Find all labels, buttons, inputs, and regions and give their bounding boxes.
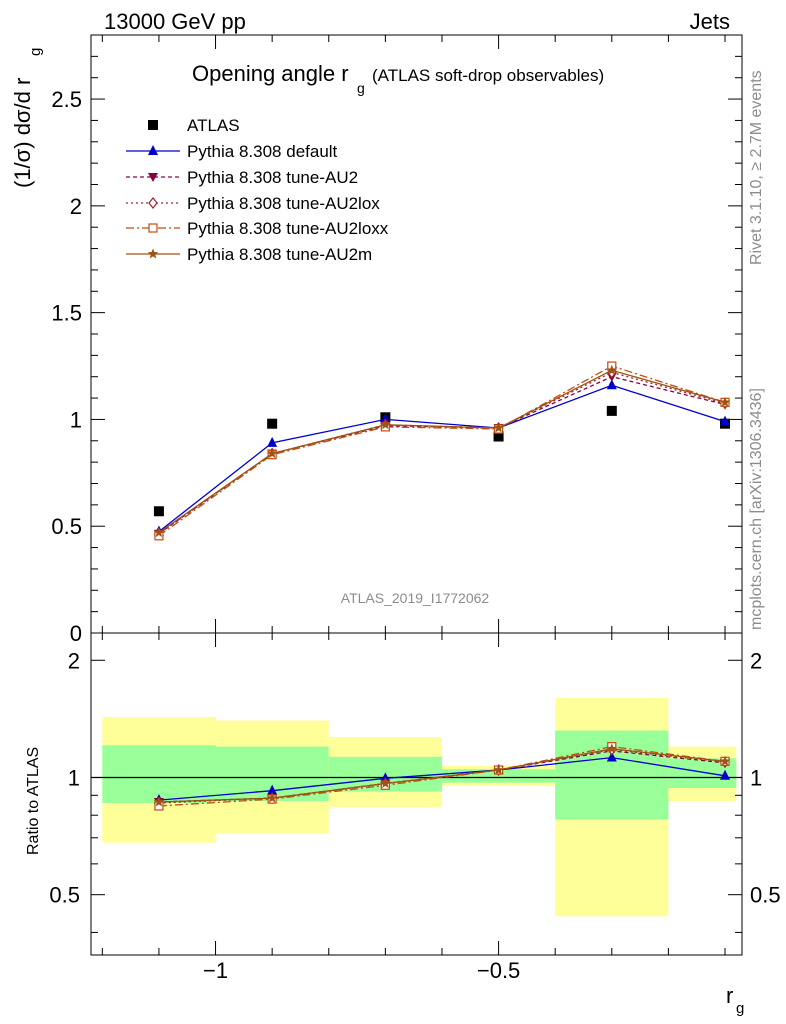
plot-title-note: (ATLAS soft-drop observables): [372, 66, 604, 85]
x-axis-label-sub: g: [736, 1000, 744, 1017]
data-point: [266, 448, 278, 459]
ratio-y-tick-label-right: 1: [750, 765, 762, 790]
main-ylabel-text: (1/σ) dσ/d r: [10, 78, 35, 188]
x-tick-label: −1: [203, 958, 228, 983]
data-point: [493, 431, 504, 442]
main-plot: 0.5 1 1.5 2 2.5 0: [51, 34, 743, 646]
main-y-tick-label: 1: [70, 407, 82, 432]
x-axis-label: r: [726, 983, 733, 1008]
x-tick-label: −0.5: [477, 958, 520, 983]
series-line: [158, 376, 726, 535]
rivet-version-label: Rivet 3.1.10, ≥ 2.7M events: [748, 70, 765, 265]
main-y-tick-label: 2.5: [51, 87, 82, 112]
series-atlas: [153, 405, 731, 517]
legend-label: Pythia 8.308 tune-AU2loxx: [187, 219, 389, 238]
legend-entry: ATLAS: [148, 116, 240, 135]
plot-title: Opening angle r g (ATLAS soft-drop obser…: [192, 61, 604, 96]
main-y-tick-label: 2: [70, 194, 82, 219]
legend-label: Pythia 8.308 tune-AU2lox: [187, 194, 380, 213]
legend-marker: [148, 197, 158, 209]
data-point: [493, 422, 504, 433]
legend-label: Pythia 8.308 tune-AU2: [187, 168, 358, 187]
legend-marker: [148, 173, 158, 182]
main-y-tick-label: 0.5: [51, 514, 82, 539]
data-point: [153, 527, 165, 538]
series-line: [158, 384, 726, 533]
ratio-y-tick-label-right: 2: [750, 648, 762, 673]
series-line: [158, 371, 726, 535]
data-point: [606, 405, 617, 416]
legend-marker: [148, 120, 158, 130]
ratio-point: [606, 743, 618, 754]
ratio-point: [719, 755, 731, 766]
jets-header: Jets: [690, 9, 730, 34]
data-point: [380, 419, 391, 430]
data-point: [380, 413, 391, 424]
legend-entry: Pythia 8.308 tune-AU2: [126, 168, 358, 187]
data-point: [267, 436, 278, 447]
data-point: [720, 415, 731, 426]
ratio-y-tick-label: 1: [68, 765, 80, 790]
ratio-point: [606, 751, 617, 762]
data-point: [267, 418, 278, 429]
series-pythia-8-308-tune-au2m: [153, 364, 731, 538]
ratio-y-tick-label: 0.5: [49, 883, 80, 908]
data-point: [719, 396, 731, 407]
ratio-point: [153, 796, 165, 807]
legend-entry: Pythia 8.308 tune-AU2m: [126, 245, 372, 264]
series-pythia-8-308-tune-au2lox: [154, 366, 730, 540]
data-point: [153, 506, 164, 517]
ratio-line: [158, 745, 726, 807]
series-pythia-8-308-default: [153, 379, 731, 536]
ratio-plot: 0.5 0.5 1 1 2 2 −1 −0.5: [49, 632, 781, 983]
ratio-point: [267, 784, 278, 795]
ratio-point: [493, 764, 504, 775]
legend-marker: [148, 223, 158, 233]
legend-entry: Pythia 8.308 tune-AU2loxx: [126, 219, 389, 238]
data-point: [606, 364, 618, 375]
series-line: [158, 369, 726, 534]
ratio-point: [266, 792, 278, 803]
ratio-plot-frame: [90, 632, 743, 956]
collision-header: 13000 GeV pp: [104, 9, 246, 34]
legend-label: Pythia 8.308 tune-AU2m: [187, 245, 372, 264]
ratio-point: [720, 769, 731, 780]
ratio-line: [158, 748, 726, 804]
ratio-point: [380, 778, 391, 788]
ratio-line: [158, 756, 726, 801]
main-ylabel: (1/σ) dσ/d r g: [10, 48, 44, 188]
legend-entry: Pythia 8.308 default: [126, 142, 338, 161]
data-point: [606, 379, 617, 390]
main-ylabel-sub: g: [27, 48, 44, 56]
series-pythia-8-308-tune-au2loxx: [154, 361, 730, 541]
main-y-tick-label: 1.5: [51, 301, 82, 326]
plot-title-sub: g: [357, 80, 365, 96]
ratio-line: [158, 748, 726, 803]
ratio-series-pythia-8-308-tune-au2m: [153, 743, 731, 807]
series-pythia-8-308-tune-au2: [153, 372, 731, 539]
mcplots-label: mcplots.cern.ch [arXiv:1306.3436]: [748, 388, 765, 630]
legend-marker: [148, 145, 158, 155]
legend-label: Pythia 8.308 default: [187, 142, 338, 161]
series-line: [158, 365, 726, 537]
legend-marker: [147, 248, 159, 259]
analysis-id: ATLAS_2019_I1772062: [341, 590, 490, 606]
main-y-tick-label-zero: 0: [70, 621, 82, 646]
legend: ATLAS Pythia 8.308 default Pythia 8.308 tu…: [126, 116, 389, 264]
ratio-y-tick-label: 2: [68, 648, 80, 673]
ratio-y-tick-label-right: 0.5: [750, 883, 781, 908]
plot-title-main: Opening angle r: [192, 61, 349, 86]
ratio-ylabel: Ratio to ATLAS: [25, 747, 42, 855]
legend-label: ATLAS: [187, 116, 240, 135]
legend-entry: Pythia 8.308 tune-AU2lox: [126, 194, 380, 213]
uncertainty-band-stat: [102, 745, 216, 803]
